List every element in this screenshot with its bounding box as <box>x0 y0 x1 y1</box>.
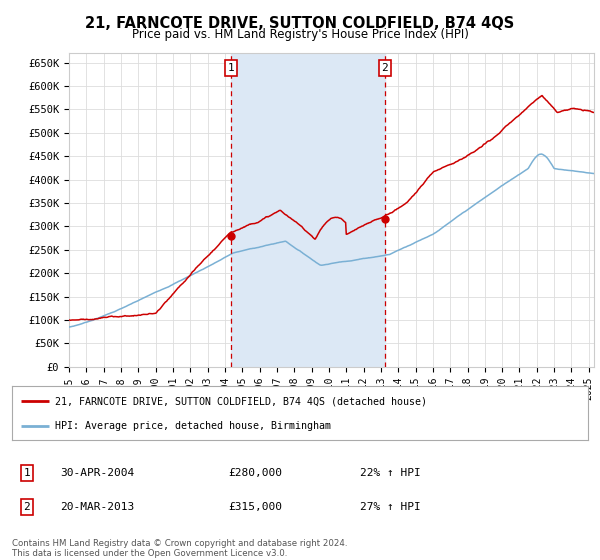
Bar <box>230 53 385 367</box>
Text: Contains HM Land Registry data © Crown copyright and database right 2024.
This d: Contains HM Land Registry data © Crown c… <box>12 539 347 558</box>
Text: Price paid vs. HM Land Registry's House Price Index (HPI): Price paid vs. HM Land Registry's House … <box>131 28 469 41</box>
Text: £280,000: £280,000 <box>228 468 282 478</box>
Text: 1: 1 <box>23 468 31 478</box>
Text: 27% ↑ HPI: 27% ↑ HPI <box>360 502 421 512</box>
Text: 21, FARNCOTE DRIVE, SUTTON COLDFIELD, B74 4QS (detached house): 21, FARNCOTE DRIVE, SUTTON COLDFIELD, B7… <box>55 396 427 407</box>
Text: 22% ↑ HPI: 22% ↑ HPI <box>360 468 421 478</box>
Text: 30-APR-2004: 30-APR-2004 <box>60 468 134 478</box>
Text: 20-MAR-2013: 20-MAR-2013 <box>60 502 134 512</box>
Text: 2: 2 <box>382 63 388 73</box>
Text: 2: 2 <box>23 502 31 512</box>
Text: HPI: Average price, detached house, Birmingham: HPI: Average price, detached house, Birm… <box>55 421 331 431</box>
Text: £315,000: £315,000 <box>228 502 282 512</box>
Text: 1: 1 <box>227 63 234 73</box>
Text: 21, FARNCOTE DRIVE, SUTTON COLDFIELD, B74 4QS: 21, FARNCOTE DRIVE, SUTTON COLDFIELD, B7… <box>85 16 515 31</box>
